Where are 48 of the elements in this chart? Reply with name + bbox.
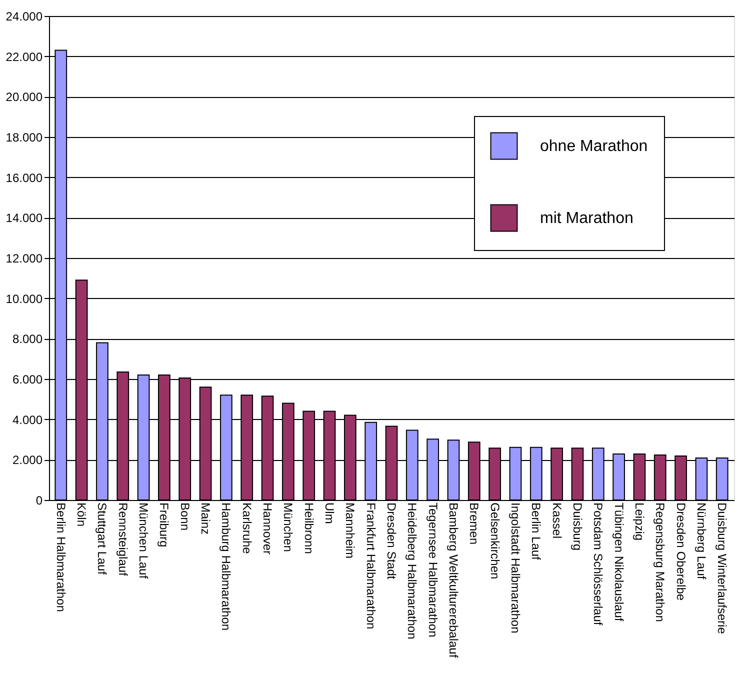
x-tick-label: Ingolstadt Halbmarathon <box>508 502 522 634</box>
x-tick-label: Rennsteiglauf <box>116 502 130 577</box>
x-tick-label: Nürnberg Lauf <box>694 502 708 580</box>
y-tick-label: 14.000 <box>6 211 43 226</box>
x-tick-label: Gelsenkirchen <box>488 502 502 580</box>
y-tick-label: 22.000 <box>6 50 43 64</box>
x-tick-label: Tübingen Nikolauslauf <box>612 502 626 622</box>
x-tick-label: Leipzig <box>632 502 646 541</box>
x-tick-label: Berlin Lauf <box>529 502 544 561</box>
x-tick-label: München Lauf <box>136 502 151 580</box>
x-tick-label: Freiburg <box>157 502 172 548</box>
x-tick-label: Kassel <box>550 502 564 539</box>
x-tick-label: Duisburg Winterlaufserie <box>715 502 730 634</box>
x-tick-label: Mainz <box>198 502 213 535</box>
x-tick-label: Hamburg Halbmarathon <box>219 502 234 631</box>
x-tick-label: Frankfurt Halbmarathon <box>364 502 378 630</box>
x-tick-label: Stuttgart Lauf <box>95 502 110 576</box>
x-tick-label: Berlin Halbmarathon <box>54 502 68 612</box>
y-tick-label: 4.000 <box>12 412 43 427</box>
x-tick-label: Duisburg <box>570 502 584 551</box>
x-tick-label: Tegernsee Halbmarathon <box>426 502 440 638</box>
x-tick-label: München <box>281 502 296 552</box>
y-tick-label: 12.000 <box>6 252 43 266</box>
y-tick-label: 8.000 <box>12 332 43 346</box>
x-tick-label: Dresden Stadt <box>384 502 398 580</box>
y-tick-label: 24.000 <box>6 10 43 24</box>
y-tick-label: 0 <box>36 494 43 508</box>
y-tick-label: 10.000 <box>6 292 43 306</box>
x-tick-label: Bremen <box>467 502 482 545</box>
x-tick-label: Dresden Oberelbe <box>674 502 688 601</box>
y-tick-label: 18.000 <box>6 130 43 144</box>
x-tick-label: Heilbronn <box>302 502 316 554</box>
y-tick-label: 16.000 <box>6 170 43 185</box>
y-tick-label: 6.000 <box>12 372 43 386</box>
x-tick-label: Potsdam Schlösserlauf <box>591 502 606 626</box>
x-tick-label: Regensburg Marathon <box>653 502 668 622</box>
x-tick-label: Mannheim <box>343 502 358 559</box>
y-tick-label: 20.000 <box>6 90 43 104</box>
x-tick-label: Hannover <box>260 502 275 555</box>
x-tick-label: Ulm <box>322 502 337 524</box>
x-tick-label: Bonn <box>178 502 192 531</box>
x-tick-label: Köln <box>74 502 89 527</box>
x-tick-label: Karlsruhe <box>240 502 254 554</box>
legend-label: mit Marathon <box>540 210 634 227</box>
y-tick-label: 2.000 <box>12 453 43 468</box>
x-tick-label: Bamberg Weltkulturerebalauf <box>446 502 460 658</box>
legend-label: ohne Marathon <box>540 138 648 155</box>
x-tick-label: Heidelberg Halbmarathon <box>405 502 420 640</box>
